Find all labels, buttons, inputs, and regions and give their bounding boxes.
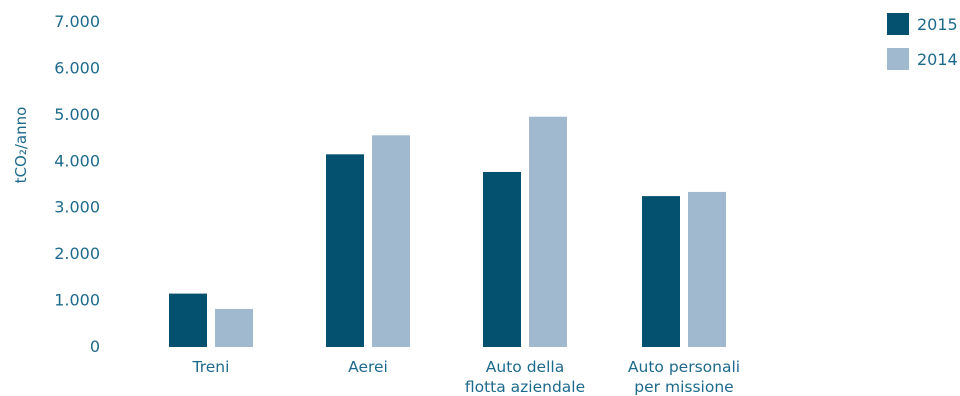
legend: 2015 2014 bbox=[887, 13, 958, 70]
category-label: Auto della flotta aziendale bbox=[465, 358, 585, 396]
legend-label: 2014 bbox=[917, 50, 958, 69]
y-tick-label: 7.000 bbox=[54, 12, 100, 31]
y-axis-title: tCO₂/anno bbox=[12, 107, 30, 184]
legend-item-2015: 2015 bbox=[887, 13, 958, 35]
category-label: Aerei bbox=[348, 358, 388, 376]
y-axis-title-group: tCO₂/anno bbox=[12, 107, 30, 184]
y-tick-label: 2.000 bbox=[54, 244, 100, 263]
y-tick-label: 3.000 bbox=[54, 198, 100, 217]
y-tick-label: 1.000 bbox=[54, 291, 100, 310]
bar-2015-2 bbox=[483, 171, 521, 347]
legend-swatch bbox=[887, 13, 909, 35]
bar-2015-0 bbox=[169, 293, 207, 347]
legend-item-2014: 2014 bbox=[887, 48, 958, 70]
y-tick-label: 4.000 bbox=[54, 151, 100, 170]
bar-2014-1 bbox=[372, 135, 410, 347]
y-axis: 0 1.000 2.000 3.000 4.000 5.000 6.000 7.000 bbox=[54, 12, 100, 356]
y-tick-label: 5.000 bbox=[54, 105, 100, 124]
y-tick-label: 6.000 bbox=[54, 58, 100, 77]
bar-2014-0 bbox=[215, 308, 253, 347]
legend-label: 2015 bbox=[917, 15, 958, 34]
bar-2015-3 bbox=[642, 196, 680, 347]
bar-2015-1 bbox=[326, 154, 364, 347]
category-label: Auto personali per missione bbox=[628, 358, 740, 396]
bars bbox=[169, 116, 726, 347]
y-tick-label: 0 bbox=[90, 337, 100, 356]
legend-swatch bbox=[887, 48, 909, 70]
bar-2014-3 bbox=[688, 191, 726, 347]
bar-2014-2 bbox=[529, 116, 567, 347]
category-label: Treni bbox=[192, 358, 230, 376]
category-labels: Treni Aerei Auto della flotta aziendale Auto… bbox=[192, 358, 741, 396]
